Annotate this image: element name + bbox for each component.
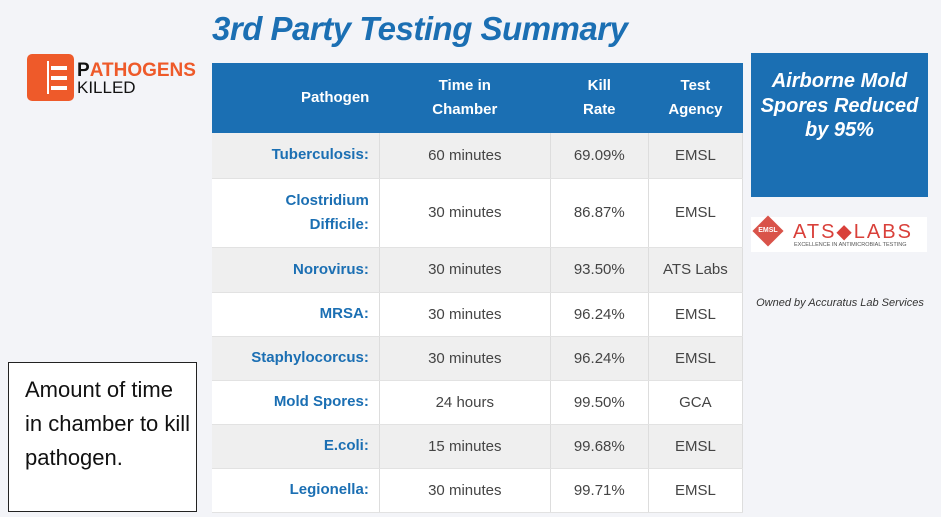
- time-cell: 15 minutes: [379, 424, 551, 469]
- header-kill-rate: Kill Rate: [550, 63, 649, 133]
- note-textbox: Amount of time in chamber to kill pathog…: [8, 362, 197, 512]
- pathogens-killed-logo: PATHOGENS KILLED: [27, 54, 207, 102]
- kill-rate-cell: 96.24%: [550, 292, 649, 337]
- pathogen-cell: Norovirus:: [212, 247, 380, 293]
- time-cell: 30 minutes: [379, 247, 551, 293]
- pathogen-cell: Legionella:: [212, 468, 380, 513]
- table-row: Mold Spores: 24 hours 99.50% GCA: [212, 380, 744, 425]
- agency-cell: EMSL: [648, 178, 744, 248]
- agency-cell: ATS Labs: [648, 247, 744, 293]
- logo-text-bottom: KILLED: [77, 78, 136, 97]
- kill-rate-cell: 69.09%: [550, 133, 649, 179]
- pathogen-cell: Tuberculosis:: [212, 133, 380, 179]
- time-cell: 24 hours: [379, 380, 551, 425]
- header-time: Time in Chamber: [379, 63, 551, 133]
- pathogen-arrows-icon: [27, 54, 74, 101]
- table-row: MRSA: 30 minutes 96.24% EMSL: [212, 292, 744, 337]
- header-agency: Test Agency: [648, 63, 743, 133]
- agency-cell: EMSL: [648, 468, 744, 513]
- page-title: 3rd Party Testing Summary: [212, 10, 628, 47]
- table-row: Tuberculosis: 60 minutes 69.09% EMSL: [212, 133, 744, 179]
- table-row: Staphylocorcus: 30 minutes 96.24% EMSL: [212, 336, 744, 381]
- table-row: Norovirus: 30 minutes 93.50% ATS Labs: [212, 247, 744, 293]
- kill-rate-cell: 96.24%: [550, 336, 649, 381]
- mold-spores-highlight: Airborne Mold Spores Reduced by 95%: [751, 53, 928, 197]
- kill-rate-cell: 86.87%: [550, 178, 649, 248]
- ats-labs-logo: EMSL ATS◆LABS EXCELLENCE IN ANTIMICROBIA…: [751, 215, 927, 252]
- logo-text-top: PATHOGENS: [77, 60, 196, 81]
- pathogen-cell: Mold Spores:: [212, 380, 380, 425]
- table-row: Legionella: 30 minutes 99.71% EMSL: [212, 468, 744, 513]
- header-pathogen: Pathogen: [212, 63, 380, 133]
- pathogen-cell: E.coli:: [212, 424, 380, 469]
- time-cell: 30 minutes: [379, 178, 551, 248]
- pathogen-cell: MRSA:: [212, 292, 380, 337]
- time-cell: 60 minutes: [379, 133, 551, 179]
- owned-by-text: Owned by Accuratus Lab Services: [756, 297, 924, 309]
- kill-rate-cell: 99.50%: [550, 380, 649, 425]
- time-cell: 30 minutes: [379, 292, 551, 337]
- pathogen-cell: Staphylocorcus:: [212, 336, 380, 381]
- kill-rate-cell: 93.50%: [550, 247, 649, 293]
- agency-cell: EMSL: [648, 292, 744, 337]
- table-row: Clostridium Difficile: 30 minutes 86.87% EM…: [212, 178, 744, 248]
- table-row: E.coli: 15 minutes 99.68% EMSL: [212, 424, 744, 469]
- kill-rate-cell: 99.71%: [550, 468, 649, 513]
- pathogen-cell: Clostridium Difficile:: [212, 178, 380, 248]
- agency-cell: GCA: [648, 380, 744, 425]
- time-cell: 30 minutes: [379, 336, 551, 381]
- time-cell: 30 minutes: [379, 468, 551, 513]
- agency-cell: EMSL: [648, 424, 744, 469]
- kill-rate-cell: 99.68%: [550, 424, 649, 469]
- testing-summary-table: Pathogen Time in Chamber Kill Rate Test …: [212, 63, 744, 513]
- agency-cell: EMSL: [648, 133, 744, 179]
- agency-cell: EMSL: [648, 336, 744, 381]
